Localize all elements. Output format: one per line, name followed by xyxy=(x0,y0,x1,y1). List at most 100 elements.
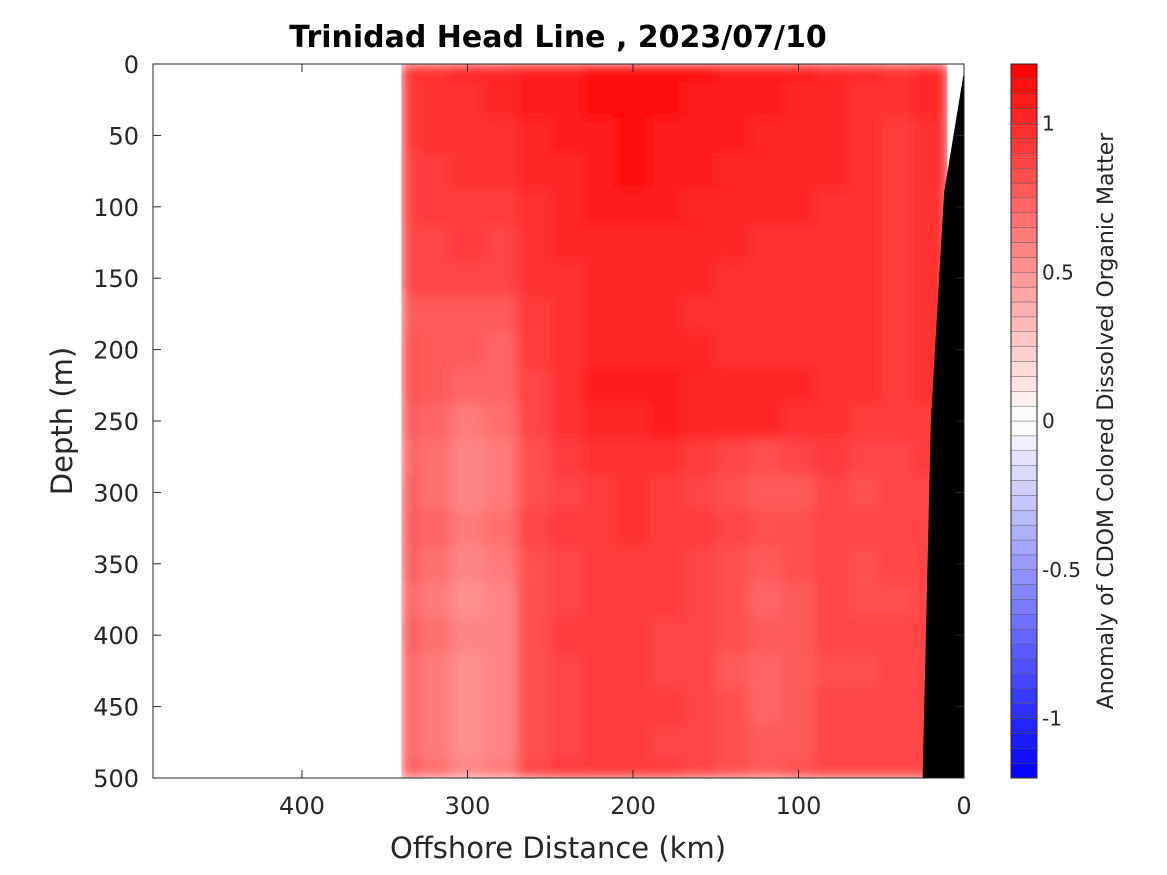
colorbar-step xyxy=(1010,554,1038,570)
y-tick-label: 400 xyxy=(93,622,139,650)
field-cell xyxy=(848,153,882,190)
field-cell xyxy=(649,581,684,618)
field-cell xyxy=(401,224,419,261)
field-cell xyxy=(682,653,717,690)
field-cell xyxy=(848,724,882,761)
field-cell xyxy=(881,510,915,547)
field-cell xyxy=(517,153,551,190)
field-cell xyxy=(682,688,717,726)
y-tick-label: 100 xyxy=(93,194,139,222)
field-cell xyxy=(616,224,651,261)
field-cell xyxy=(881,653,915,690)
field-cell xyxy=(550,117,584,154)
colorbar-step xyxy=(1010,316,1038,332)
field-cell xyxy=(881,260,915,297)
field-cell xyxy=(881,438,915,476)
field-cell xyxy=(616,64,651,83)
field-cell xyxy=(484,296,518,333)
field-cell xyxy=(815,224,849,261)
field-cell xyxy=(583,117,618,154)
field-cell xyxy=(417,688,452,726)
field-cell xyxy=(616,153,651,190)
field-cell xyxy=(417,367,452,404)
field-cell xyxy=(616,367,651,404)
colorbar-step xyxy=(1010,123,1038,139)
field-cell xyxy=(484,224,518,261)
colorbar-tick-label: 1 xyxy=(1042,112,1055,136)
field-cell xyxy=(715,724,750,761)
field-cell xyxy=(881,367,915,404)
field-cell xyxy=(450,510,485,547)
field-cell xyxy=(417,224,452,261)
field-cell xyxy=(914,153,940,190)
field-cell xyxy=(484,688,518,726)
field-cell xyxy=(484,367,518,404)
field-cell xyxy=(748,117,783,154)
field-cell xyxy=(715,331,750,369)
field-cell xyxy=(881,581,915,618)
field-cell xyxy=(715,688,750,726)
field-cell xyxy=(583,331,618,369)
field-cell xyxy=(550,296,584,333)
field-cell xyxy=(848,653,882,690)
field-cell xyxy=(848,64,882,83)
field-cell xyxy=(914,81,940,119)
colorbar-step xyxy=(1010,450,1038,466)
field-cell xyxy=(715,81,750,119)
field-cell xyxy=(715,403,750,440)
field-cell xyxy=(715,545,750,583)
field-cell xyxy=(848,617,882,654)
field-cell xyxy=(649,296,684,333)
field-cell xyxy=(649,545,684,583)
field-cell xyxy=(649,224,684,261)
field-cell xyxy=(401,438,419,476)
field-cell xyxy=(781,64,816,83)
colorbar-step xyxy=(1010,733,1038,749)
field-cell xyxy=(550,367,584,404)
field-cell xyxy=(781,581,816,618)
field-cell xyxy=(450,438,485,476)
colorbar-step xyxy=(1010,331,1038,347)
colorbar-step xyxy=(1010,748,1038,764)
field-cell xyxy=(401,81,419,119)
field-cell xyxy=(848,545,882,583)
x-axis: 400 300 200 100 0 xyxy=(279,64,972,820)
field-cell xyxy=(881,403,915,440)
field-cell xyxy=(649,617,684,654)
field-cell xyxy=(815,510,849,547)
y-tick-label: 50 xyxy=(108,122,139,150)
field-cell xyxy=(682,403,717,440)
field-cell xyxy=(550,510,584,547)
field-cell xyxy=(649,688,684,726)
field-cell xyxy=(748,617,783,654)
field-cell xyxy=(748,260,783,297)
field-cell xyxy=(748,188,783,226)
field-cell xyxy=(848,260,882,297)
field-cell xyxy=(616,260,651,297)
field-cell xyxy=(881,117,915,154)
field-cell xyxy=(616,760,651,778)
field-cell xyxy=(939,153,949,190)
field-cell xyxy=(939,64,949,83)
field-cell xyxy=(616,296,651,333)
field-cell xyxy=(781,367,816,404)
field-cell xyxy=(682,474,717,511)
field-cell xyxy=(484,260,518,297)
field-cell xyxy=(450,188,485,226)
colorbar-tick-label: -0.5 xyxy=(1042,558,1081,582)
field-cell xyxy=(517,81,551,119)
field-cell xyxy=(550,260,584,297)
field-cell xyxy=(401,296,419,333)
field-cell xyxy=(583,545,618,583)
field-cell xyxy=(417,153,452,190)
field-cell xyxy=(748,64,783,83)
field-cell xyxy=(848,367,882,404)
field-cell xyxy=(649,260,684,297)
colorbar-step xyxy=(1010,688,1038,704)
field-cell xyxy=(649,403,684,440)
field-cell xyxy=(583,724,618,761)
colorbar-label: Anomaly of CDOM Colored Dissolved Organi… xyxy=(1094,132,1119,710)
field-cell xyxy=(748,760,783,778)
field-cell xyxy=(550,617,584,654)
field-cell xyxy=(484,117,518,154)
